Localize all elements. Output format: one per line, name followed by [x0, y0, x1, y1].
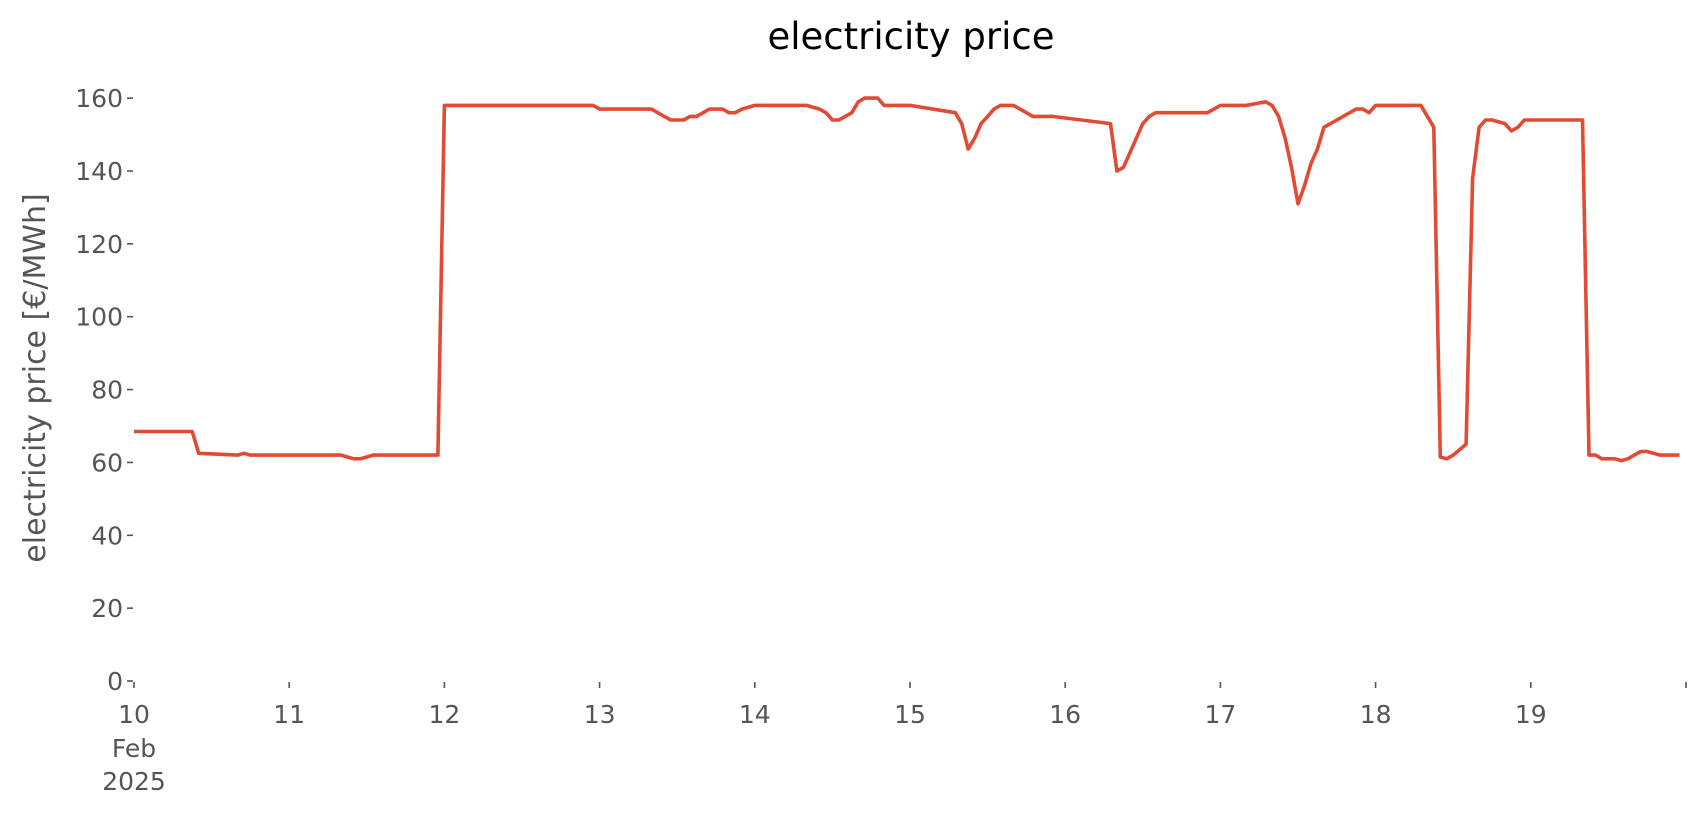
price-series-line [134, 96, 1680, 463]
plot-area [134, 96, 1680, 463]
y-axis: 0 20 40 60 80 100 120 140 160 [75, 84, 133, 696]
y-tick-label: 120 [75, 230, 123, 259]
x-tick-label: 11 [273, 700, 305, 729]
x-tick-label: 10 [118, 700, 150, 729]
y-tick-label: 100 [75, 303, 123, 332]
y-tick-label: 40 [91, 521, 123, 550]
x-tick-label: 19 [1515, 700, 1547, 729]
x-tick-label: 13 [584, 700, 616, 729]
x-tick-label: 15 [894, 700, 926, 729]
x-tick-sublabel: 2025 [102, 767, 166, 796]
x-tick-sublabel: Feb [112, 734, 156, 763]
y-tick-label: 20 [91, 594, 123, 623]
y-tick-label: 160 [75, 84, 123, 113]
x-tick-label: 14 [739, 700, 771, 729]
x-tick-label: 17 [1204, 700, 1236, 729]
x-axis: 10 Feb 2025 11 12 13 14 15 16 17 18 19 [102, 682, 1687, 796]
x-tick-label: 16 [1049, 700, 1081, 729]
y-tick-label: 140 [75, 157, 123, 186]
y-axis-label: electricity price [€/MWh] [18, 193, 53, 562]
x-tick-label: 18 [1360, 700, 1392, 729]
chart-title: electricity price [767, 15, 1054, 58]
y-tick-label: 0 [107, 667, 123, 696]
y-tick-label: 80 [91, 376, 123, 405]
x-tick-label: 12 [428, 700, 460, 729]
y-tick-label: 60 [91, 448, 123, 477]
